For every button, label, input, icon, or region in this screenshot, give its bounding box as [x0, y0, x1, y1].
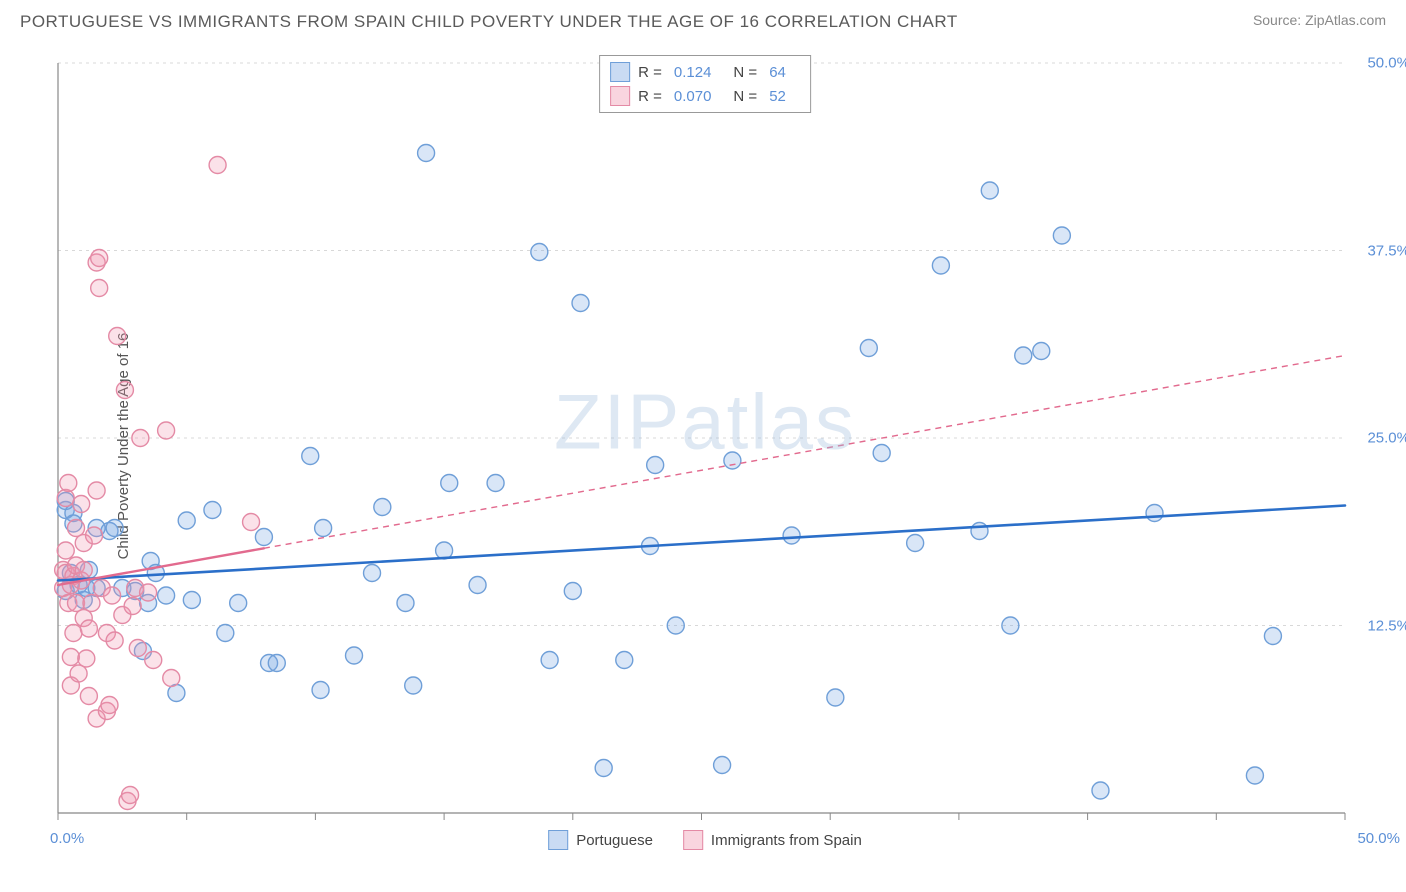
chart-source: Source: ZipAtlas.com — [1253, 12, 1386, 28]
corr-row-1: R = 0.124 N = 64 — [610, 60, 800, 84]
chart-area: ZIPatlas 12.5%25.0%37.5%50.0% 0.0% 50.0%… — [50, 55, 1360, 825]
swatch-spain-icon — [610, 86, 630, 106]
corr-row-2: R = 0.070 N = 52 — [610, 84, 800, 108]
y-tick-label: 12.5% — [1367, 617, 1406, 634]
legend-label: Portuguese — [576, 832, 653, 849]
x-max-label: 50.0% — [1357, 830, 1400, 847]
n-value-1: 64 — [769, 64, 786, 81]
n-label: N = — [733, 64, 757, 81]
r-value-2: 0.070 — [674, 88, 712, 105]
n-value-2: 52 — [769, 88, 786, 105]
swatch-spain-icon — [683, 830, 703, 850]
series-legend: Portuguese Immigrants from Spain — [548, 830, 862, 850]
swatch-portuguese-icon — [548, 830, 568, 850]
correlation-legend: R = 0.124 N = 64 R = 0.070 N = 52 — [599, 55, 811, 113]
n-label: N = — [733, 88, 757, 105]
r-label: R = — [638, 64, 662, 81]
y-tick-label: 25.0% — [1367, 430, 1406, 447]
x-origin-label: 0.0% — [50, 830, 84, 847]
legend-label: Immigrants from Spain — [711, 832, 862, 849]
r-value-1: 0.124 — [674, 64, 712, 81]
r-label: R = — [638, 88, 662, 105]
y-tick-label: 50.0% — [1367, 55, 1406, 72]
legend-item-spain: Immigrants from Spain — [683, 830, 862, 850]
legend-item-portuguese: Portuguese — [548, 830, 653, 850]
chart-title: PORTUGUESE VS IMMIGRANTS FROM SPAIN CHIL… — [20, 12, 958, 32]
y-tick-label: 37.5% — [1367, 242, 1406, 259]
scatter-chart — [50, 55, 1360, 825]
swatch-portuguese-icon — [610, 62, 630, 82]
